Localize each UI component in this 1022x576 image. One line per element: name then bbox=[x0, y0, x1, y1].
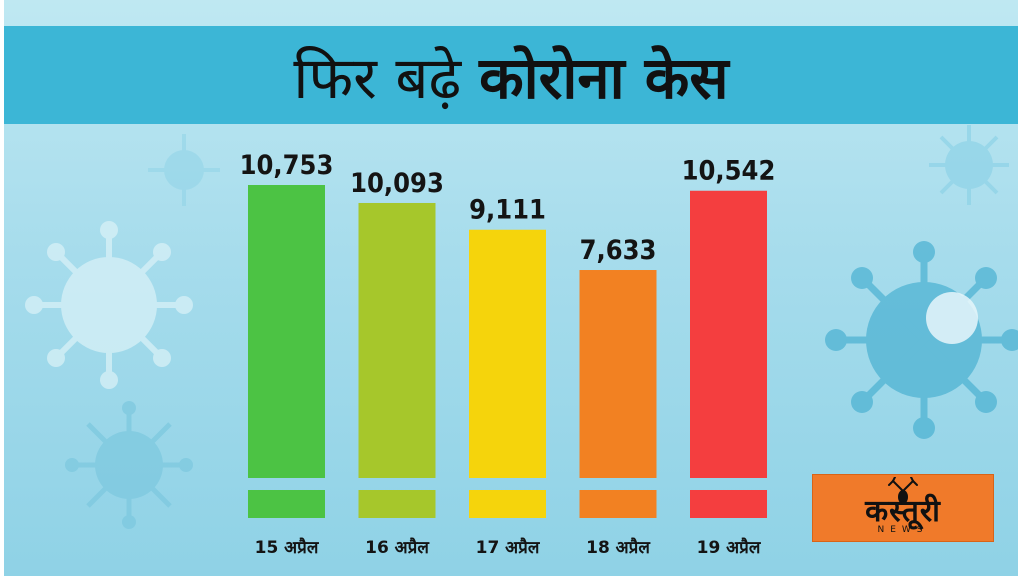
bar-base-5 bbox=[690, 490, 767, 518]
deer-head-icon bbox=[888, 477, 918, 504]
category-label-3: 17 अप्रैल bbox=[476, 537, 541, 558]
value-label-1: 10,753 bbox=[240, 150, 334, 181]
logo-subtext: NEWS bbox=[877, 525, 929, 535]
logo-text: कस्तूरी bbox=[865, 494, 941, 529]
value-label-2: 10,093 bbox=[350, 168, 444, 199]
bar-3 bbox=[469, 229, 546, 478]
bar-base-4 bbox=[579, 490, 657, 518]
bar-4 bbox=[579, 270, 657, 478]
virus-icon bbox=[65, 401, 193, 529]
category-label-5: 19 अप्रैल bbox=[697, 537, 762, 558]
bar-5 bbox=[690, 190, 767, 478]
bar-1 bbox=[248, 185, 325, 478]
value-label-4: 7,633 bbox=[580, 235, 657, 266]
title-banner bbox=[4, 26, 1018, 124]
category-label-4: 18 अप्रैल bbox=[586, 537, 651, 558]
kasturi-news-logo: कस्तूरी NEWS bbox=[812, 474, 994, 542]
category-label-1: 15 अप्रैल bbox=[255, 537, 320, 558]
virus-icon bbox=[929, 125, 1009, 205]
virus-icon bbox=[825, 241, 1018, 439]
virus-icon bbox=[148, 134, 220, 206]
value-label-5: 10,542 bbox=[682, 156, 776, 187]
title-part-2: कोरोना केस bbox=[479, 43, 729, 112]
chart-title: फिर बढ़े कोरोना केस bbox=[0, 26, 1022, 124]
virus-icon bbox=[25, 221, 193, 389]
value-label-3: 9,111 bbox=[469, 195, 546, 226]
bar-base-2 bbox=[358, 490, 436, 518]
category-label-2: 16 अप्रैल bbox=[365, 537, 430, 558]
bar-base-1 bbox=[248, 490, 325, 518]
bar-base-3 bbox=[469, 490, 546, 518]
title-part-1: फिर बढ़े bbox=[293, 43, 462, 112]
bar-2 bbox=[358, 202, 436, 478]
